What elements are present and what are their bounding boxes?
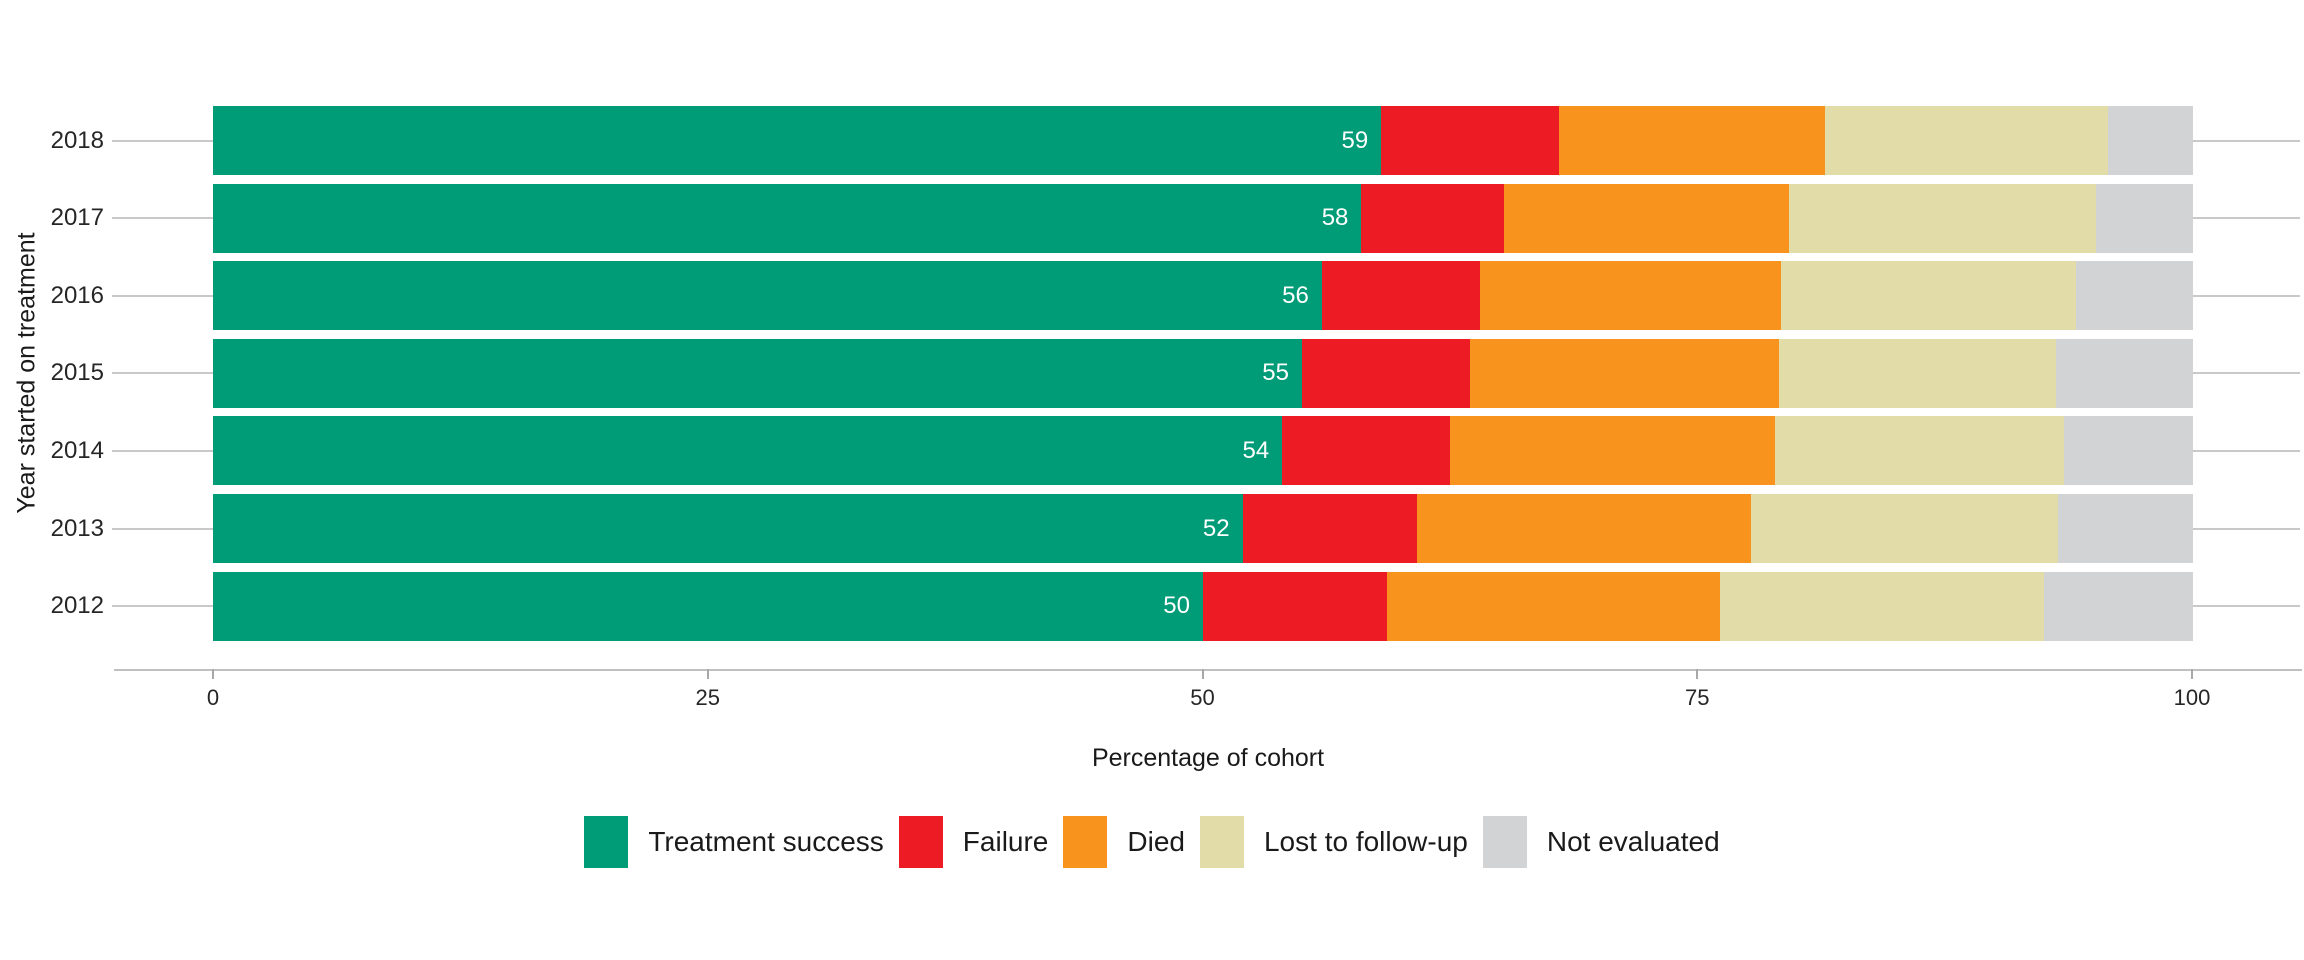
- legend-label: Died: [1127, 826, 1185, 857]
- legend-item-not-evaluated: Not evaluated: [1482, 816, 1720, 868]
- bar-segment-died: [1416, 494, 1752, 563]
- legend-swatch: [1199, 816, 1244, 868]
- bar-segment-died: [1480, 261, 1782, 331]
- bar-segment-died: [1450, 416, 1776, 486]
- y-tick-label: 2014: [50, 436, 104, 464]
- x-tick: [706, 669, 709, 679]
- legend-item-treatment-success: Treatment success: [584, 816, 884, 868]
- x-tick: [212, 669, 214, 679]
- legend-label: Treatment success: [648, 826, 884, 857]
- x-tick-label: 0: [206, 685, 220, 710]
- bar-segment-not-evaluated: [2064, 416, 2193, 486]
- bar-segment-treatment-success: 59: [213, 106, 1382, 175]
- legend-swatch: [584, 816, 629, 868]
- bar-segment-treatment-success: 56: [213, 261, 1322, 331]
- x-tick-label: 50: [1190, 685, 1215, 710]
- bar-value-label: 52: [1202, 514, 1230, 542]
- x-axis-line: [114, 669, 2302, 671]
- legend-swatch: [1482, 816, 1527, 868]
- bar-value-label: 59: [1341, 126, 1369, 154]
- bar-segment-died: [1470, 338, 1780, 408]
- bar-segment-lost-to-follow-up: [1781, 261, 2077, 331]
- bar-segment-not-evaluated: [2056, 338, 2193, 408]
- legend-swatch: [1063, 816, 1108, 868]
- y-tick-label: 2015: [50, 359, 104, 387]
- bar-segment-lost-to-follow-up: [1751, 494, 2059, 563]
- legend-label: Failure: [962, 826, 1049, 857]
- bar-value-label: 56: [1282, 281, 1309, 309]
- bar-2015: 55: [213, 338, 2193, 408]
- bar-segment-not-evaluated: [2107, 106, 2193, 175]
- bar-2012: 50: [213, 571, 2193, 641]
- legend-item-lost-to-follow-up: Lost to follow-up: [1199, 816, 1468, 868]
- bar-segment-treatment-success: 55: [213, 338, 1302, 408]
- bar-segment-treatment-success: 58: [213, 183, 1362, 253]
- legend-label: Lost to follow-up: [1263, 826, 1468, 857]
- y-tick-label: 2012: [50, 592, 104, 620]
- bar-segment-failure: [1203, 571, 1388, 641]
- x-tick: [1696, 669, 1699, 679]
- bar-segment-not-evaluated: [2044, 571, 2193, 641]
- bar-segment-lost-to-follow-up: [1789, 183, 2096, 253]
- bar-segment-failure: [1242, 494, 1417, 563]
- bar-value-label: 55: [1262, 359, 1289, 387]
- bar-value-label: 54: [1242, 436, 1270, 464]
- x-tick: [1201, 669, 1204, 679]
- bar-segment-failure: [1321, 261, 1481, 331]
- legend: Treatment success Failure Died Lost to foll…: [0, 816, 2304, 868]
- bar-segment-treatment-success: 52: [213, 494, 1243, 563]
- bar-value-label: 58: [1321, 204, 1349, 232]
- bar-2016: 56: [213, 261, 2193, 331]
- bar-segment-treatment-success: 54: [213, 416, 1283, 486]
- bar-segment-died: [1503, 183, 1790, 253]
- bar-segment-failure: [1361, 183, 1504, 253]
- bar-segment-died: [1387, 571, 1720, 641]
- legend-item-failure: Failure: [898, 816, 1049, 868]
- legend-label: Not evaluated: [1546, 826, 1720, 857]
- x-tick: [2191, 669, 2193, 679]
- bar-value-label: 50: [1163, 592, 1190, 620]
- bar-segment-failure: [1282, 416, 1451, 486]
- bar-segment-failure: [1302, 338, 1471, 408]
- x-tick-label: 75: [1685, 685, 1710, 710]
- legend-item-died: Died: [1063, 816, 1185, 868]
- bar-segment-lost-to-follow-up: [1775, 416, 2065, 486]
- bar-2014: 54: [213, 416, 2193, 486]
- bar-2013: 52: [213, 494, 2193, 563]
- bar-2018: 59: [213, 106, 2193, 175]
- bar-segment-treatment-success: 50: [213, 571, 1203, 641]
- bar-segment-lost-to-follow-up: [1779, 338, 2057, 408]
- y-tick-label: 2016: [50, 281, 104, 309]
- bar-segment-lost-to-follow-up: [1824, 106, 2108, 175]
- bar-2017: 58: [213, 183, 2193, 253]
- bar-segment-not-evaluated: [2076, 261, 2193, 331]
- legend-swatch: [898, 816, 943, 868]
- y-tick-label: 2017: [50, 204, 104, 232]
- bar-segment-lost-to-follow-up: [1719, 571, 2045, 641]
- bar-segment-not-evaluated: [2095, 183, 2193, 253]
- x-axis-title: Percentage of cohort: [1091, 744, 1325, 772]
- x-tick-label: 100: [2173, 685, 2211, 710]
- y-tick-label: 2013: [50, 514, 104, 542]
- y-tick-label: 2018: [50, 126, 104, 154]
- bar-segment-died: [1559, 106, 1825, 175]
- bar-segment-not-evaluated: [2058, 494, 2193, 563]
- bar-segment-failure: [1381, 106, 1560, 175]
- x-tick-label: 25: [695, 685, 720, 710]
